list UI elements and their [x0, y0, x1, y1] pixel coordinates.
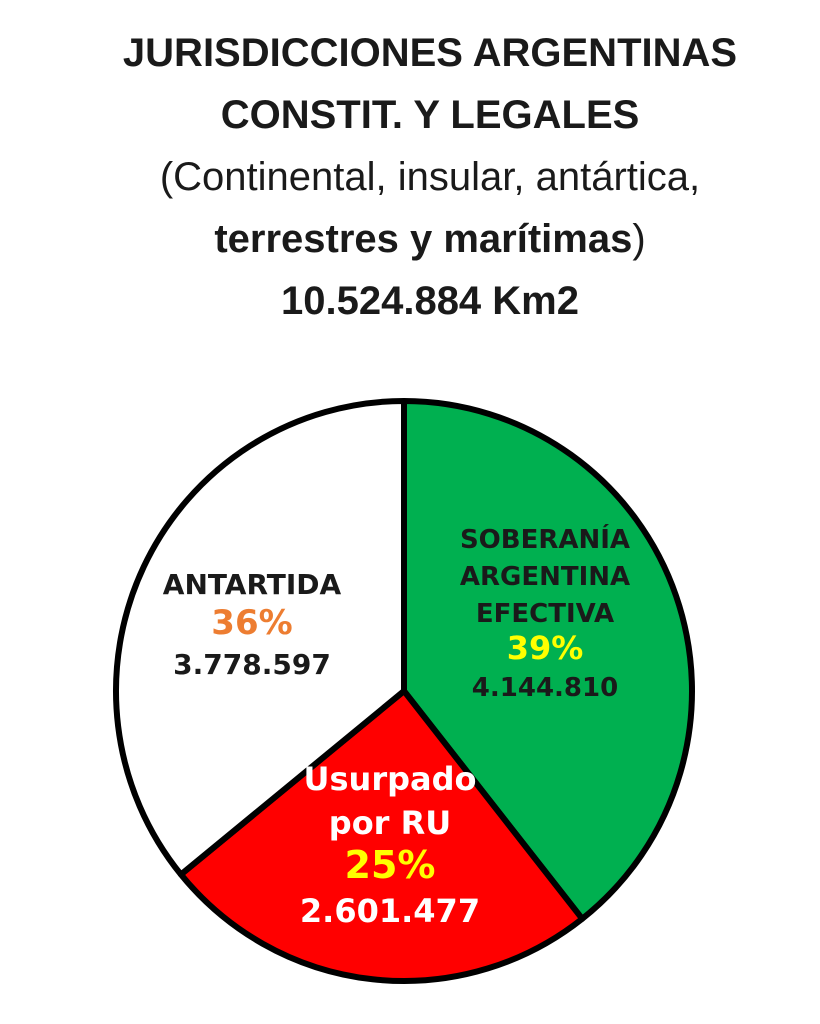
- chart-title: JURISDICCIONES ARGENTINAS CONSTIT. Y LEG…: [40, 22, 820, 332]
- title-line-1: JURISDICCIONES ARGENTINAS: [122, 31, 738, 75]
- title-total: 10.524.884 Km2: [280, 279, 579, 323]
- slice-3-percent-label: 36%: [211, 603, 292, 643]
- pie-slice-1: [401, 398, 695, 922]
- slice-2-value-label: 2.601.477: [300, 892, 480, 930]
- slice-2-label-line-1: Usurpado: [304, 760, 477, 798]
- slice-3-label-line-1: ANTARTIDA: [163, 568, 342, 601]
- title-line-4-paren: ): [632, 217, 646, 261]
- slice-2-label-line-2: por RU: [329, 804, 451, 842]
- title-line-3: (Continental, insular, antártica,: [159, 155, 701, 199]
- slice-1-percent-label: 39%: [507, 629, 584, 667]
- slice-1-label-line-1: SOBERANÍA: [460, 523, 630, 555]
- slice-1-value-label: 4.144.810: [472, 673, 618, 703]
- slice-3-value-label: 3.778.597: [173, 648, 331, 681]
- slice-1-label-line-2: ARGENTINA: [460, 562, 630, 592]
- pie-slice-3: [113, 398, 407, 878]
- title-line-2: CONSTIT. Y LEGALES: [220, 93, 640, 137]
- slice-1-label-line-3: EFECTIVA: [476, 599, 614, 629]
- pie-slice-2: [177, 688, 586, 984]
- title-line-4: terrestres y marítimas): [40, 208, 820, 270]
- slice-2-percent-label: 25%: [345, 843, 436, 887]
- title-line-4-bold: terrestres y marítimas: [214, 217, 633, 261]
